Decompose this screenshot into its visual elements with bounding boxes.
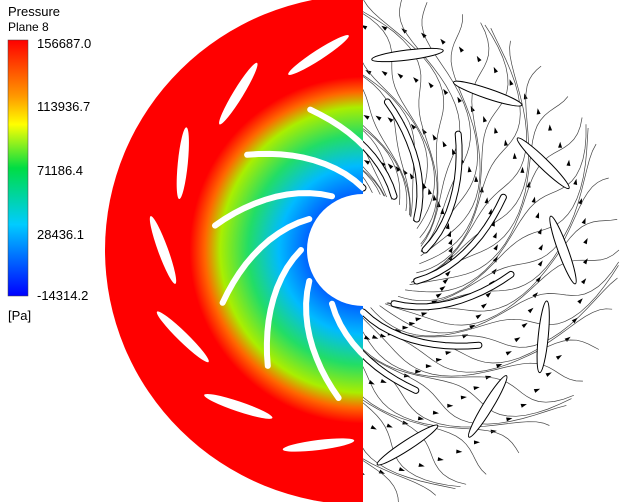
legend-tick: 113936.7 [37, 99, 90, 114]
impeller-view [0, 0, 624, 502]
legend-unit: [Pa] [8, 308, 31, 323]
colorbar [8, 40, 28, 296]
legend-tick: 156687.0 [37, 36, 91, 51]
legend-subtitle: Plane 8 [8, 20, 49, 34]
hub [307, 194, 419, 306]
cfd-figure: Pressure Plane 8 156687.0 113936.7 71186… [0, 0, 624, 502]
legend-title: Pressure [8, 4, 60, 19]
legend-tick: 71186.4 [37, 163, 83, 178]
legend-tick: 28436.1 [37, 227, 84, 242]
legend-tick: -14314.2 [37, 288, 88, 303]
